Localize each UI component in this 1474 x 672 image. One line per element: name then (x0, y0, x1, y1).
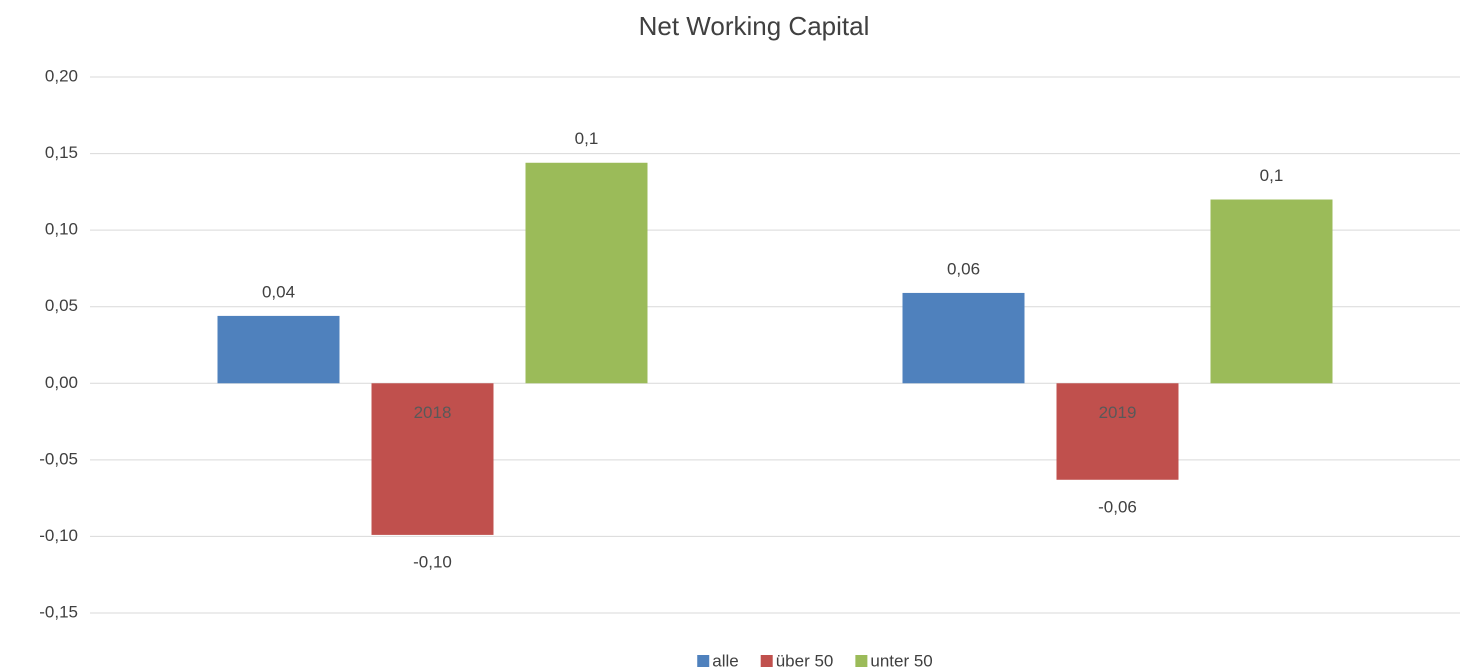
legend-swatch (760, 655, 773, 667)
x-tick-label: 2019 (1099, 403, 1137, 422)
y-tick-label: 0,00 (45, 373, 78, 392)
bar (902, 292, 1025, 384)
bar (1056, 383, 1179, 480)
legend-label: unter 50 (870, 651, 932, 670)
data-label: 0,1 (1260, 166, 1284, 185)
y-tick-label: 0,15 (45, 143, 78, 162)
y-tick-label: 0,05 (45, 296, 78, 315)
data-label: 0,1 (575, 129, 599, 148)
chart-title: Net Working Capital (639, 11, 870, 41)
data-label: -0,10 (413, 552, 452, 571)
legend-swatch (855, 655, 868, 667)
y-tick-label: 0,10 (45, 220, 78, 239)
data-label: -0,06 (1098, 497, 1137, 516)
y-tick-label: -0,10 (39, 526, 78, 545)
x-tick-label: 2018 (414, 403, 452, 422)
data-label: 0,04 (262, 282, 295, 301)
legend-label: alle (712, 651, 738, 670)
legend: alle über 50 unter 50 (697, 651, 933, 670)
data-label: 0,06 (947, 259, 980, 278)
y-tick-label: -0,05 (39, 449, 78, 468)
legend-swatch (697, 655, 710, 667)
bar (217, 315, 340, 384)
bar (1210, 199, 1333, 384)
bar (371, 383, 494, 535)
y-tick-label: -0,15 (39, 602, 78, 621)
y-tick-label: 0,20 (45, 66, 78, 85)
legend-label: über 50 (776, 651, 834, 670)
bar (525, 162, 648, 384)
